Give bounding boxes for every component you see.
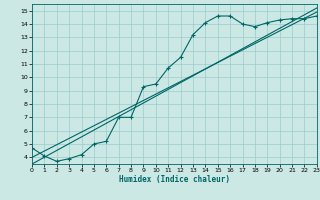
X-axis label: Humidex (Indice chaleur): Humidex (Indice chaleur): [119, 175, 230, 184]
